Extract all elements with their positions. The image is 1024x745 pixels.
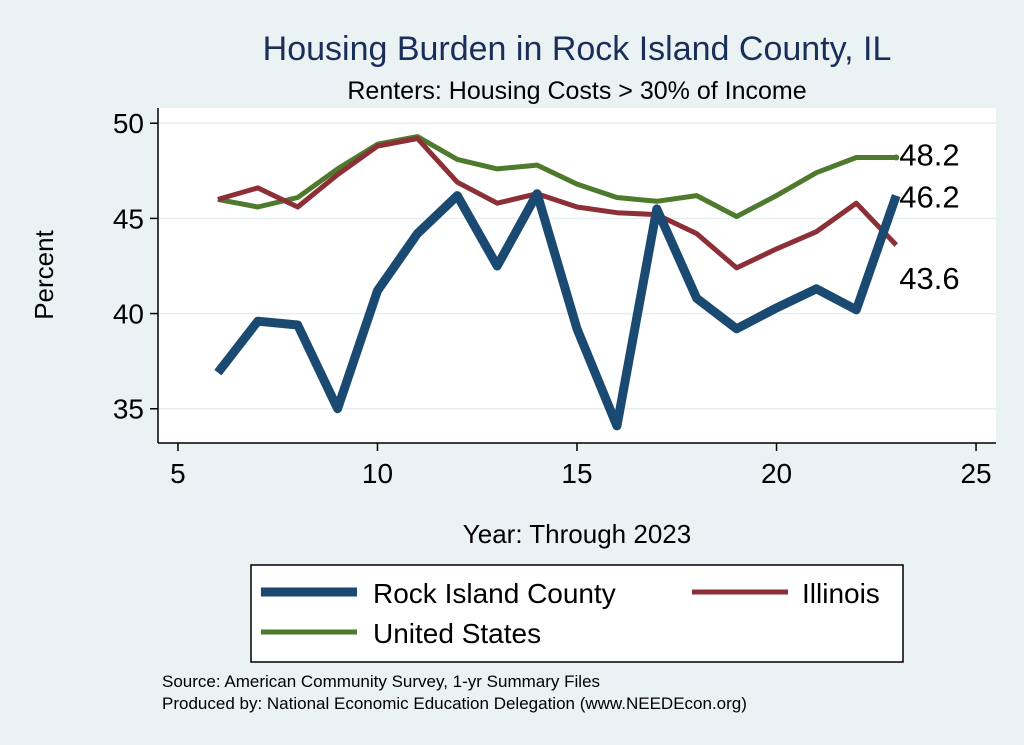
x-axis-title: Year: Through 2023	[463, 519, 691, 549]
y-tick-label-35: 35	[113, 394, 144, 425]
x-tick-label-20: 20	[761, 458, 792, 489]
legend: Rock Island County Illinois United State…	[250, 564, 904, 663]
series-line-united-states	[217, 134, 897, 219]
chart-subtitle: Renters: Housing Costs > 30% of Income	[347, 77, 806, 105]
x-tick-label-15: 15	[561, 458, 592, 489]
end-label-united-states: 48.2	[899, 137, 959, 172]
y-tick-label-45: 45	[113, 203, 144, 234]
end-label-rock-island-county: 46.2	[899, 180, 959, 215]
plot-area	[158, 108, 996, 443]
legend-label-united-states: United States	[373, 618, 541, 649]
legend-box	[250, 564, 904, 663]
footer-produced-by: Produced by: National Economic Education…	[162, 694, 747, 713]
chart-title: Housing Burden in Rock Island County, IL	[263, 30, 892, 68]
series-layer	[214, 134, 901, 431]
series-line-illinois	[217, 136, 899, 271]
x-tick-label-25: 25	[960, 458, 991, 489]
end-label-illinois: 43.6	[899, 261, 959, 296]
x-tick-label-10: 10	[362, 458, 393, 489]
y-tick-label-50: 50	[113, 108, 144, 139]
x-tick-label-5: 5	[170, 458, 186, 489]
footer-source: Source: American Community Survey, 1-yr …	[162, 672, 600, 691]
y-axis-title: Percent	[29, 229, 59, 319]
point-united-states-23	[893, 154, 900, 161]
axis-layer: 35 40 45 50 5 10 15 20 25	[113, 108, 996, 489]
series-line-rock-island-county	[214, 189, 901, 431]
legend-label-rock-island: Rock Island County	[373, 578, 616, 609]
y-tick-label-40: 40	[113, 299, 144, 330]
end-label-layer: 46.2 43.6 48.2	[899, 137, 959, 296]
legend-label-illinois: Illinois	[802, 578, 880, 609]
